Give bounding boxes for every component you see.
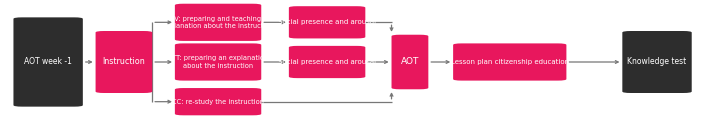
Text: Knowledge test: Knowledge test — [627, 58, 687, 66]
FancyBboxPatch shape — [289, 6, 365, 38]
FancyBboxPatch shape — [622, 31, 692, 93]
Text: PTT: preparing an explanation
about the instruction: PTT: preparing an explanation about the … — [168, 55, 268, 69]
FancyBboxPatch shape — [96, 31, 152, 93]
Text: Lesson plan citizenship education: Lesson plan citizenship education — [451, 59, 569, 65]
Text: TOV: preparing and teaching an
explanation about the instruction: TOV: preparing and teaching an explanati… — [162, 16, 274, 29]
FancyBboxPatch shape — [453, 43, 566, 81]
Text: CC: re-study the instruction: CC: re-study the instruction — [172, 99, 264, 105]
Text: Instruction: Instruction — [103, 58, 145, 66]
FancyBboxPatch shape — [175, 43, 261, 81]
FancyBboxPatch shape — [289, 46, 365, 78]
Text: Social presence and arousal: Social presence and arousal — [278, 59, 376, 65]
Text: AOT: AOT — [401, 58, 419, 66]
Text: AOT week -1: AOT week -1 — [24, 58, 72, 66]
Text: Social presence and arousal: Social presence and arousal — [278, 19, 376, 25]
FancyBboxPatch shape — [13, 17, 83, 107]
FancyBboxPatch shape — [392, 35, 428, 89]
FancyBboxPatch shape — [175, 88, 261, 115]
FancyBboxPatch shape — [175, 4, 261, 41]
